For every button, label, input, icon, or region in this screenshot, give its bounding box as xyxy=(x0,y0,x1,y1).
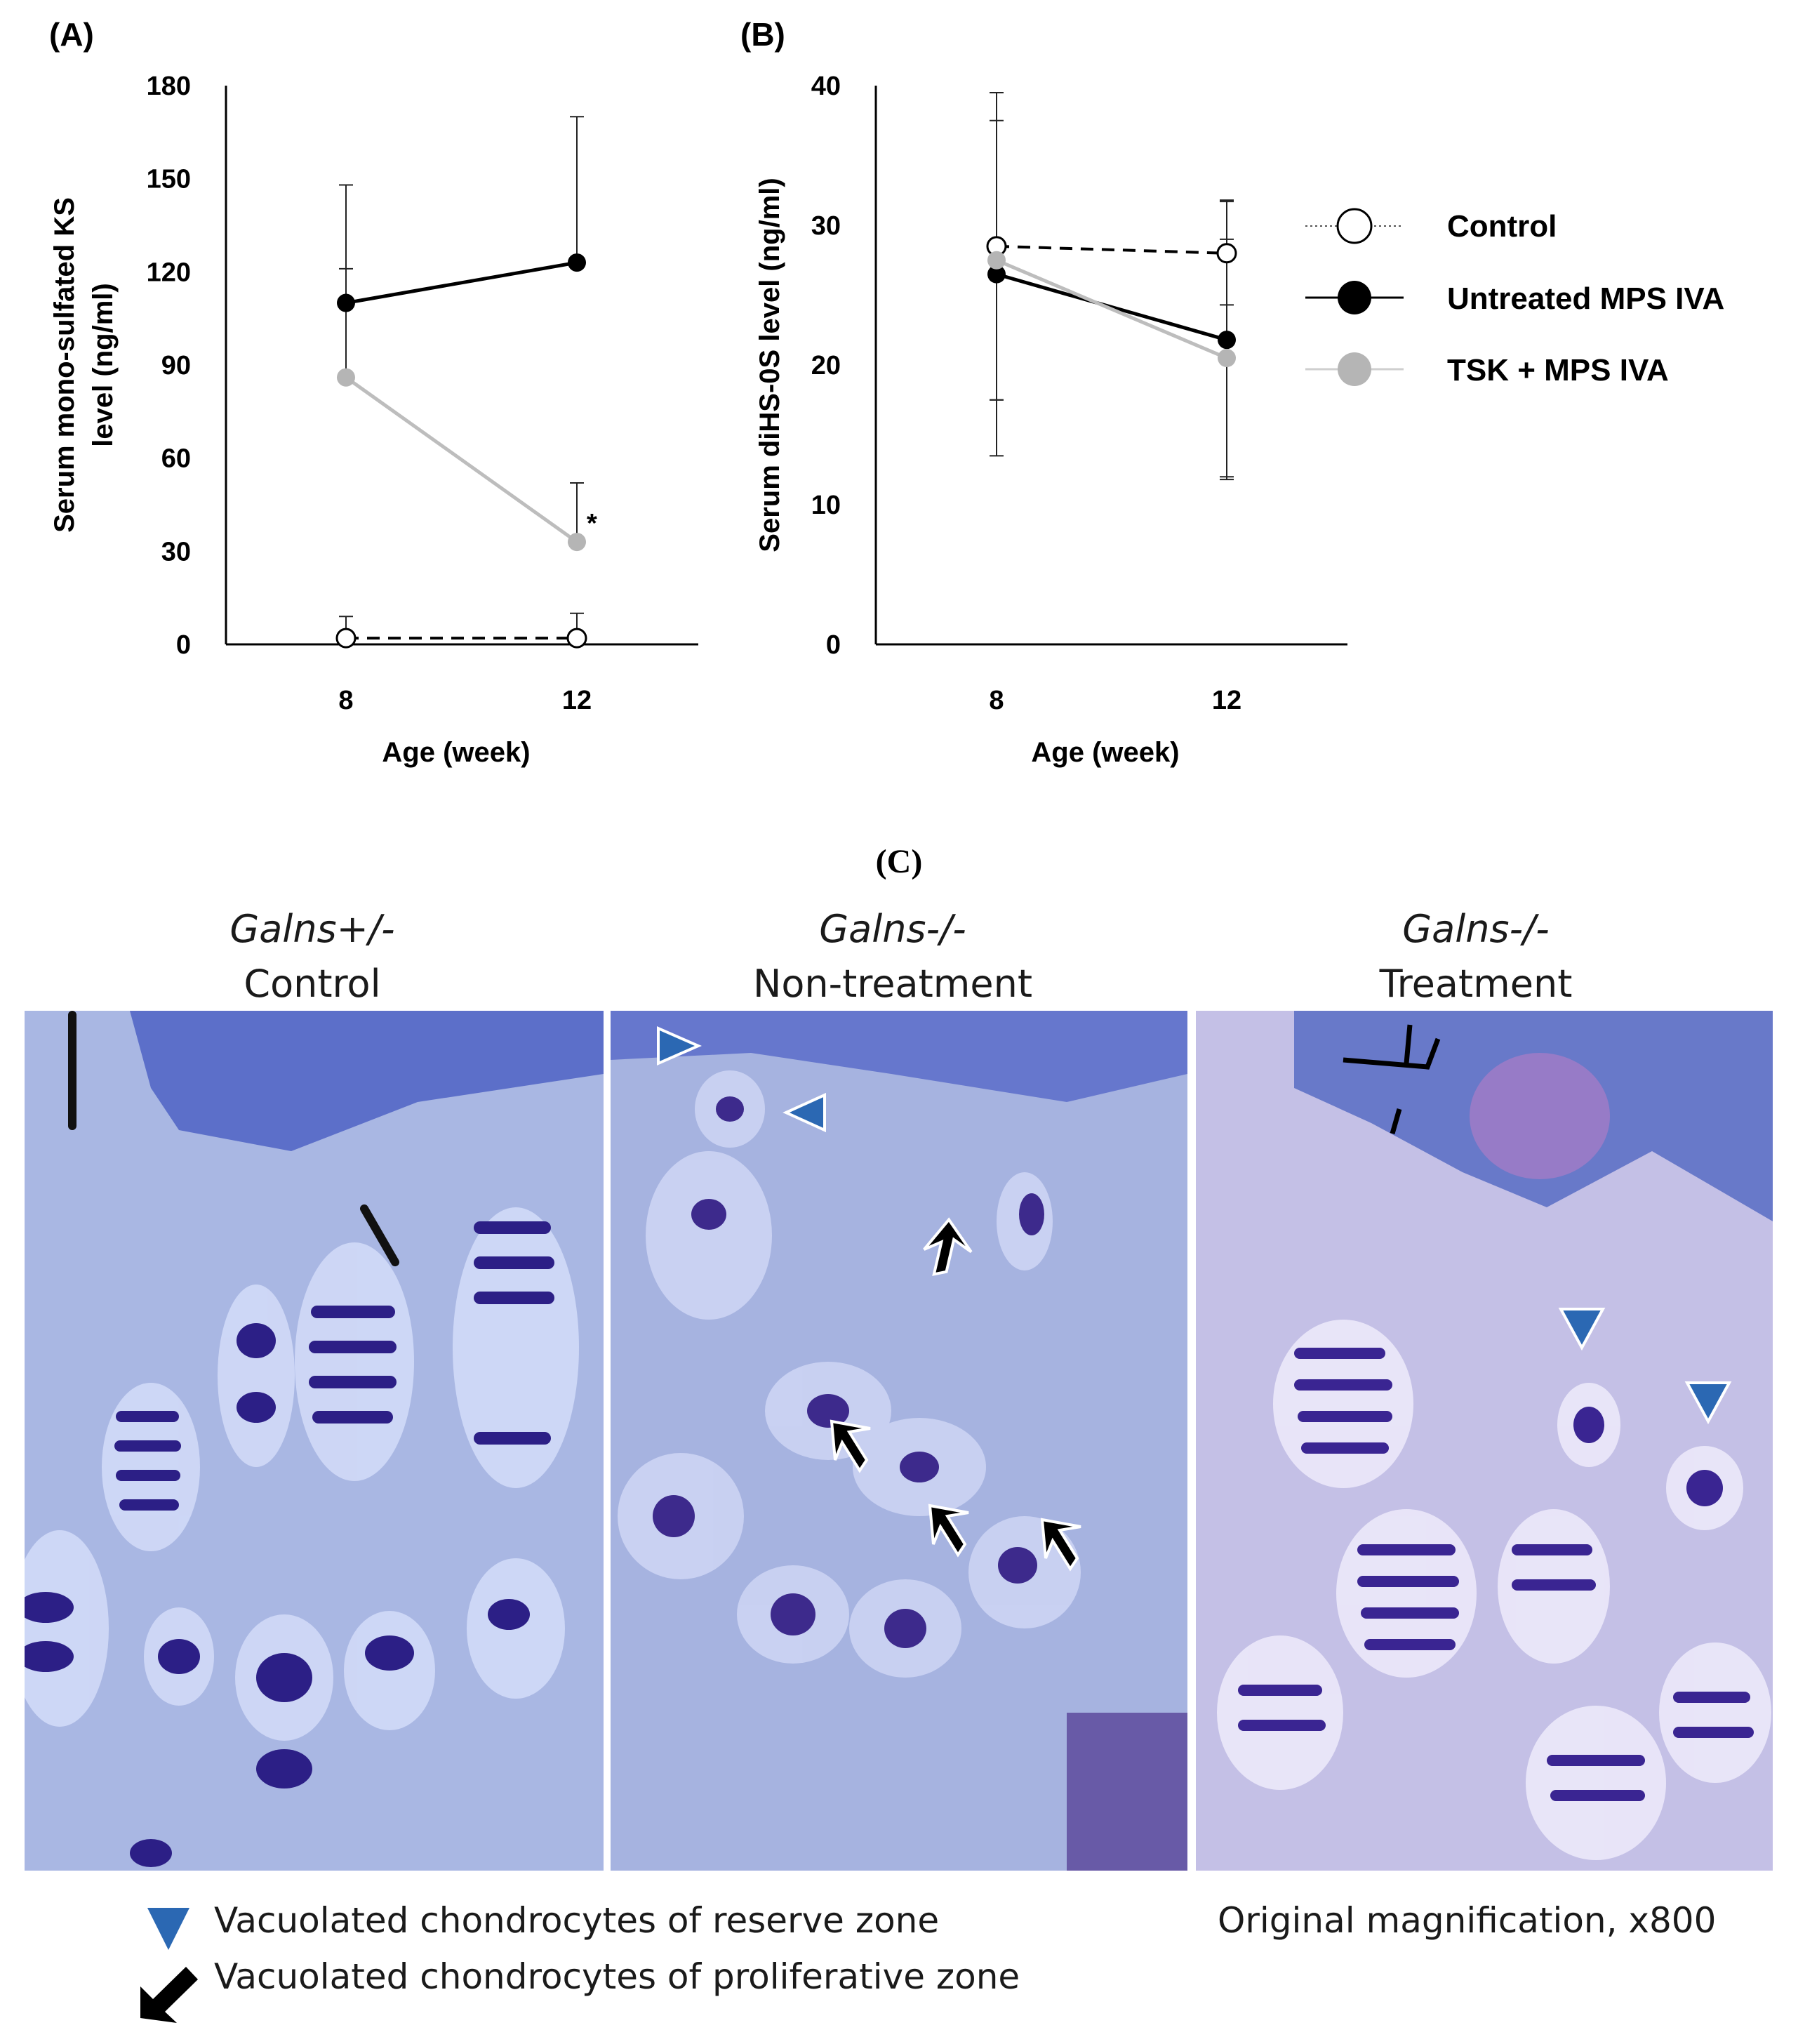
y-tick-label: 30 xyxy=(811,211,841,241)
micro-title-nontreatment: Galns-/- Non-treatment xyxy=(605,902,1180,1011)
micro-condition-control: Control xyxy=(244,962,381,1006)
data-point xyxy=(566,628,587,649)
data-point xyxy=(568,533,586,552)
y-tick-label: 180 xyxy=(147,72,191,101)
arrowhead-icon xyxy=(657,1026,826,1133)
y-tick-label: 40 xyxy=(811,72,841,101)
chart-a-y-title-line1: Serum mono-sulfated KS xyxy=(49,197,80,533)
chart-b-x-title: Age (week) xyxy=(1031,737,1179,768)
legend: Control Untreated MPS IVA TSK + MPS IVA xyxy=(1305,208,1724,387)
x-tick-label: 8 xyxy=(338,686,353,715)
reserve-zone-arrowhead-icon xyxy=(147,1908,189,1950)
micro-genotype-control: Galns+/- xyxy=(229,907,395,951)
arrowhead-icon xyxy=(1558,1308,1732,1425)
data-point xyxy=(987,265,1006,284)
proliferative-zone-arrow-icon xyxy=(140,1967,198,2023)
panel-a-label: (A) xyxy=(49,16,94,53)
chart-a-x-title: Age (week) xyxy=(382,737,530,768)
legend-item-untreated: Untreated MPS IVA xyxy=(1305,281,1724,316)
data-point xyxy=(1216,243,1237,264)
legend-item-control: Control xyxy=(1305,208,1557,244)
y-tick-label: 60 xyxy=(161,444,191,474)
chart-a-y-title-line2: level (ng/ml) xyxy=(88,283,119,446)
chart-b-y-title: Serum diHS-0S level (ng/ml) xyxy=(754,178,785,552)
series-line xyxy=(996,258,1227,360)
data-point xyxy=(335,628,357,649)
legend-control-marker xyxy=(1336,208,1373,244)
legend-tsk-label: TSK + MPS IVA xyxy=(1447,353,1669,387)
micro-genotype-treatment: Galns-/- xyxy=(1402,907,1550,951)
legend-untreated-label: Untreated MPS IVA xyxy=(1447,281,1724,316)
x-tick-label: 8 xyxy=(989,686,1004,715)
key-proliferative-zone: Vacuolated chondrocytes of proliferative… xyxy=(214,1956,1020,1997)
panel-c-label: (C) xyxy=(875,843,923,880)
data-point xyxy=(337,293,355,312)
data-point xyxy=(568,253,586,272)
y-tick-label: 90 xyxy=(161,351,191,380)
chart-a: 0 30 60 90 120 150 180 8 12 * Age (week) Serum … xyxy=(49,72,698,768)
y-tick-label: 0 xyxy=(826,630,841,660)
data-point xyxy=(987,251,1006,270)
key-reserve-zone: Vacuolated chondrocytes of reserve zone xyxy=(214,1900,940,1941)
y-tick-label: 150 xyxy=(147,165,191,194)
legend-tsk-marker xyxy=(1338,352,1371,386)
legend-untreated-marker xyxy=(1338,281,1371,314)
y-tick-label: 30 xyxy=(161,537,191,566)
legend-item-tsk: TSK + MPS IVA xyxy=(1305,352,1669,387)
data-point xyxy=(337,368,355,387)
micro-title-control: Galns+/- Control xyxy=(25,902,600,1011)
series-line xyxy=(345,260,578,305)
series-line xyxy=(996,244,1227,255)
y-tick-label: 120 xyxy=(147,258,191,287)
panel-b-label: (B) xyxy=(740,16,785,53)
magnification-note: Original magnification, x800 xyxy=(1218,1900,1717,1941)
micro-condition-nontreatment: Non-treatment xyxy=(752,962,1033,1006)
series-line xyxy=(345,376,578,544)
legend-control-label: Control xyxy=(1447,209,1557,244)
series-line xyxy=(996,272,1227,342)
micrograph-control xyxy=(25,1011,604,1871)
micro-title-treatment: Galns-/- Treatment xyxy=(1188,902,1764,1011)
micrograph-nontreatment xyxy=(611,1011,1187,1871)
significance-asterisk: * xyxy=(587,509,597,538)
y-tick-label: 0 xyxy=(176,630,191,660)
data-point xyxy=(1218,349,1236,368)
micro-condition-treatment: Treatment xyxy=(1379,962,1573,1006)
x-tick-label: 12 xyxy=(562,686,592,715)
micro-genotype-nontreatment: Galns-/- xyxy=(819,907,966,951)
y-tick-label: 10 xyxy=(811,491,841,520)
chart-b: 0 10 20 30 40 8 12 Age (week) Serum diHS-0S l… xyxy=(754,72,1347,768)
y-tick-label: 20 xyxy=(811,351,841,380)
x-tick-label: 12 xyxy=(1212,686,1241,715)
data-point xyxy=(1218,331,1236,350)
micrograph-treatment xyxy=(1196,1011,1773,1871)
